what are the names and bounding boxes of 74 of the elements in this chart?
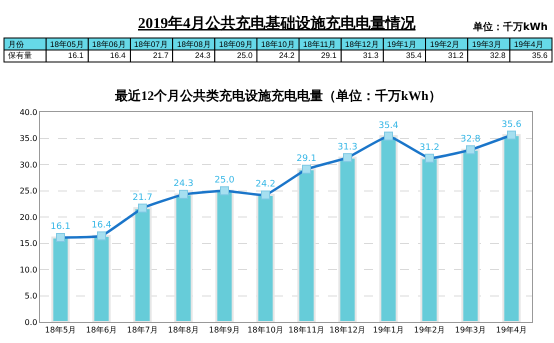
text: 29.1 <box>321 51 337 60</box>
x-tick-label: 19年4月 <box>496 326 528 335</box>
data-label: 29.1 <box>296 154 317 164</box>
text: 31.3 <box>363 51 379 60</box>
y-tick-label: 10.0 <box>20 265 38 274</box>
bar <box>461 148 480 322</box>
text: 月份 <box>8 40 24 49</box>
data-label: 24.3 <box>173 179 194 190</box>
data-label: 31.2 <box>419 142 440 153</box>
category-label: 19年2月 <box>430 40 460 49</box>
x-tick-label: 18年6月 <box>86 326 118 335</box>
data-label: 16.4 <box>91 220 112 231</box>
y-tick-label: 30.0 <box>20 160 38 170</box>
category-label: 18年10月 <box>261 40 295 49</box>
category-label: 18年09月 <box>219 40 253 49</box>
y-tick-label: 5.0 <box>24 292 38 301</box>
bar <box>502 134 521 322</box>
data-label: 16.1 <box>50 222 71 232</box>
bar <box>51 236 70 322</box>
text: 21.7 <box>153 51 169 60</box>
bar <box>174 193 193 322</box>
x-tick-label: 18年5月 <box>44 326 76 335</box>
text: 35.6 <box>532 51 548 60</box>
text: 24.3 <box>195 51 211 60</box>
text: 单位：千万kWh <box>472 21 548 33</box>
y-tick-label: 25.0 <box>20 186 38 196</box>
bar <box>338 156 357 322</box>
x-tick-label: 19年3月 <box>454 326 486 335</box>
y-tick-label: 35.0 <box>20 134 38 144</box>
category-label: 18年12月 <box>345 40 379 49</box>
text: 2019年4月公共充电基础设施充电电量情况 <box>138 14 416 32</box>
data-label: 32.8 <box>460 134 481 145</box>
bar <box>256 194 275 322</box>
y-tick-label: 20.0 <box>20 212 38 222</box>
x-tick-label: 18年12月 <box>329 326 366 335</box>
category-label: 18年06月 <box>92 40 126 49</box>
text: 31.2 <box>448 51 464 60</box>
x-tick-label: 18年7月 <box>126 326 158 335</box>
x-tick-label: 18年8月 <box>168 326 200 335</box>
text: 25.0 <box>237 51 253 60</box>
category-label: 18年11月 <box>303 40 336 49</box>
text: 35.4 <box>406 51 422 60</box>
bar <box>92 234 111 322</box>
x-tick-label: 19年1月 <box>372 326 404 335</box>
category-label: 18年08月 <box>177 40 211 49</box>
text: 16.4 <box>110 51 126 60</box>
y-tick-label: 15.0 <box>20 239 38 248</box>
x-tick-label: 18年11月 <box>288 326 325 335</box>
category-label: 18年05月 <box>50 40 84 49</box>
category-label: 19年1月 <box>387 40 416 49</box>
category-label: 19年4月 <box>514 40 544 49</box>
category-label: 19年3月 <box>472 40 502 49</box>
text: 保有量 <box>8 51 32 60</box>
category-label: 18年07月 <box>134 40 168 49</box>
x-tick-label: 18年9月 <box>208 326 240 335</box>
bar <box>420 157 439 322</box>
bar <box>297 168 316 322</box>
text: 16.1 <box>68 51 84 60</box>
bar <box>379 135 398 322</box>
data-label: 35.4 <box>378 120 399 131</box>
x-tick-label: 19年2月 <box>414 326 446 335</box>
chart-title: 最近12个月公共类充电设施充电电量（单位：千万kWh） <box>114 88 442 103</box>
data-label: 31.3 <box>337 142 358 152</box>
bar <box>133 207 152 322</box>
text: 24.2 <box>279 51 295 60</box>
data-label: 25.0 <box>214 176 235 186</box>
bar <box>215 190 234 322</box>
y-tick-label: 40.0 <box>20 108 38 117</box>
x-tick-label: 18年10月 <box>247 326 284 335</box>
data-label: 21.7 <box>132 192 153 203</box>
data-label: 24.2 <box>255 180 276 190</box>
text: 32.8 <box>490 51 506 60</box>
y-tick-label: 0.0 <box>24 318 38 327</box>
data-label: 35.6 <box>501 120 522 130</box>
